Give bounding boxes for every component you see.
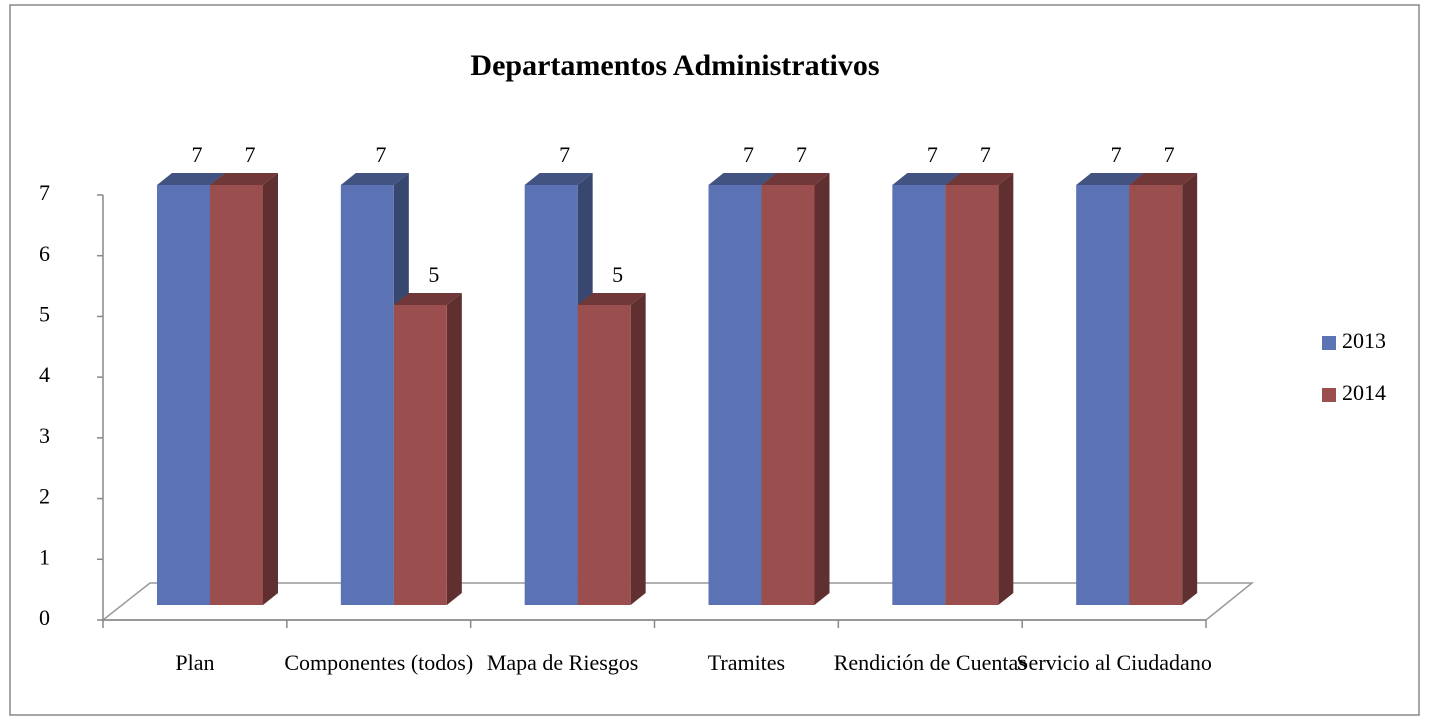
bar-top	[1129, 173, 1198, 185]
y-tick-label: 6	[39, 241, 50, 266]
bar	[892, 185, 946, 605]
bar-side	[814, 173, 830, 605]
bar	[577, 305, 631, 605]
bar-top	[524, 173, 593, 185]
bar-side	[1182, 173, 1198, 605]
bar-side	[630, 293, 646, 605]
y-tick-label: 5	[39, 301, 50, 326]
y-tick-label: 1	[39, 544, 50, 569]
data-label: 7	[980, 142, 991, 167]
bar-top	[157, 173, 225, 185]
bar-top	[892, 173, 961, 185]
y-tick-label: 4	[39, 362, 50, 387]
data-label: 7	[796, 142, 807, 167]
data-label: 5	[428, 262, 439, 287]
data-label: 7	[245, 142, 256, 167]
bar	[1076, 185, 1130, 605]
x-tick-label: Mapa de Riesgos	[487, 650, 639, 675]
data-label: 7	[1111, 142, 1122, 167]
legend-label: 2013	[1342, 328, 1386, 353]
legend-label: 2014	[1342, 380, 1386, 405]
data-label: 7	[559, 142, 570, 167]
data-label: 7	[375, 142, 386, 167]
legend-swatch	[1322, 336, 1336, 350]
bar-top	[340, 173, 409, 185]
data-label: 7	[192, 142, 203, 167]
data-label: 7	[927, 142, 938, 167]
y-tick-label: 7	[39, 180, 50, 205]
bar-side	[998, 173, 1014, 605]
data-label: 7	[1164, 142, 1175, 167]
bar	[393, 305, 447, 605]
bar	[1129, 185, 1183, 605]
bar-top	[210, 173, 278, 185]
bar	[761, 185, 815, 605]
chart-title: Departamentos Administrativos	[470, 49, 879, 82]
bar	[945, 185, 999, 605]
legend-swatch	[1322, 388, 1336, 402]
x-tick-label: Componentes (todos)	[284, 650, 473, 675]
data-label: 7	[743, 142, 754, 167]
y-tick-label: 0	[39, 605, 50, 630]
bar-top	[393, 293, 462, 305]
bar	[708, 185, 762, 605]
bar-top	[577, 293, 646, 305]
bar-side	[446, 293, 462, 605]
x-tick-label: Plan	[175, 650, 214, 675]
x-tick-label: Servicio al Ciudadano	[1016, 650, 1212, 675]
bar-top	[761, 173, 830, 185]
bar-top	[708, 173, 777, 185]
y-tick-label: 3	[39, 423, 50, 448]
x-tick-label: Rendición de Cuentas	[834, 650, 1027, 675]
bar-top	[1076, 173, 1145, 185]
data-label: 5	[612, 262, 623, 287]
bar-top	[945, 173, 1014, 185]
bar	[340, 185, 394, 605]
bar-side	[263, 173, 278, 605]
x-tick-label: Tramites	[708, 650, 785, 675]
y-tick-label: 2	[39, 484, 50, 509]
bar	[524, 185, 578, 605]
bar	[157, 185, 210, 605]
bar	[210, 185, 263, 605]
